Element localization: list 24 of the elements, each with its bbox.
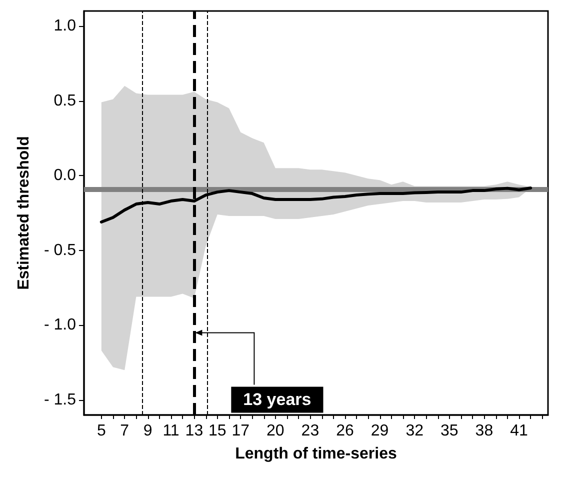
x-tick-label: 17: [232, 422, 250, 440]
y-tick-label: 0.5: [54, 92, 76, 110]
y-tick-label: - 1.5: [44, 392, 76, 409]
x-tick-label: 15: [208, 422, 226, 440]
y-tick-label: - 0.5: [44, 242, 76, 259]
y-axis-title: Estimated threshold: [16, 136, 32, 290]
x-tick-label: 7: [120, 422, 130, 440]
x-tick-label: 13: [185, 422, 204, 440]
y-tick-label: 0.0: [54, 167, 76, 184]
x-tick-label: 35: [440, 422, 458, 440]
x-axis-title: Length of time-series: [235, 446, 397, 462]
x-tick-label: 5: [96, 422, 106, 440]
x-tick-label: 23: [301, 422, 320, 440]
x-tick-label: 26: [336, 422, 354, 440]
x-tick-label: 32: [406, 422, 424, 440]
y-tick-label: 1.0: [54, 17, 76, 34]
x-tick-label: 29: [370, 422, 389, 440]
x-tick-label: 9: [143, 422, 152, 440]
x-tick-label: 41: [510, 422, 528, 440]
annotation: 13 years: [243, 390, 312, 410]
x-tick-label: 11: [162, 422, 180, 440]
x-tick-label: 38: [475, 422, 494, 440]
x-tick-label: 20: [266, 422, 284, 440]
y-tick-label: - 1.0: [44, 316, 76, 334]
